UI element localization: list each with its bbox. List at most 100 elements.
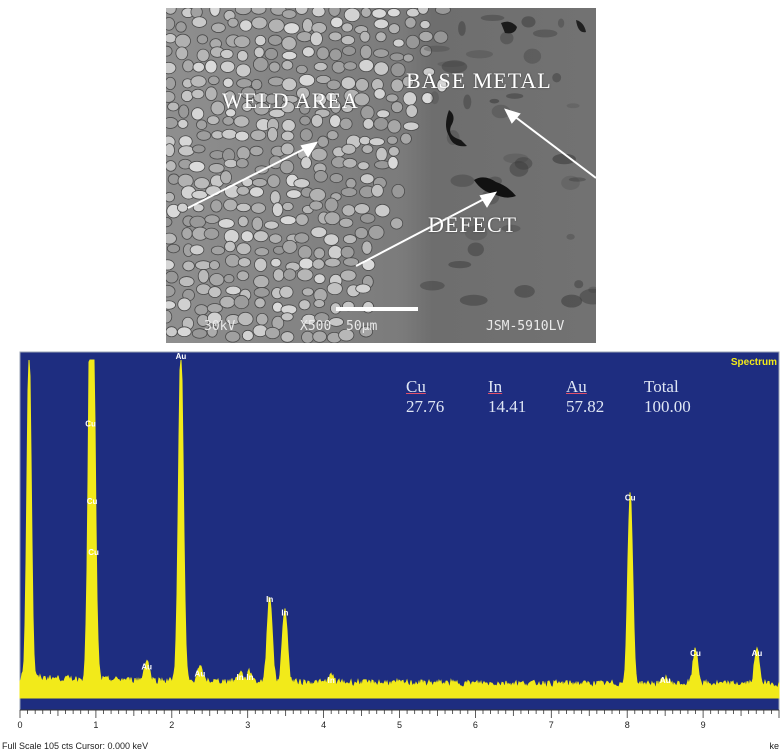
base-metal-spot	[509, 161, 529, 177]
weld-grain	[390, 101, 404, 114]
weld-grain	[267, 76, 285, 87]
weld-grain	[315, 75, 332, 84]
weld-grain	[280, 312, 294, 322]
weld-grain-texture	[166, 8, 451, 343]
weld-grain	[302, 18, 314, 33]
weld-grain	[267, 34, 283, 46]
wt-header: Cu	[406, 377, 426, 396]
weld-grain	[166, 8, 177, 15]
weld-grain	[402, 121, 420, 131]
weld-grain	[178, 276, 195, 288]
weld-grain	[268, 233, 283, 244]
arrow-weld-area-icon	[187, 147, 307, 209]
weld-grain	[236, 270, 250, 282]
x-tick-label: 5	[397, 720, 402, 730]
weld-grain	[270, 257, 282, 268]
weld-grain	[330, 16, 344, 29]
weld-grain	[166, 310, 173, 324]
weld-grain	[189, 244, 205, 256]
weld-grain	[417, 8, 429, 15]
weld-grain	[359, 325, 373, 338]
weld-grain	[392, 38, 405, 48]
weld-grain	[317, 135, 329, 148]
weld-grain	[222, 77, 234, 88]
weld-grain	[281, 119, 296, 133]
weld-grain	[343, 61, 358, 71]
weld-grain	[375, 146, 388, 162]
peak-label: Au	[660, 676, 671, 685]
base-metal-spot	[501, 224, 521, 233]
weld-grain	[181, 89, 194, 102]
weld-grain	[371, 8, 387, 19]
weld-grain	[166, 117, 179, 129]
weld-grain	[166, 259, 175, 271]
sem-mag: X500	[300, 319, 332, 334]
spectrum-trace	[19, 359, 780, 699]
weld-grain	[177, 202, 189, 213]
weld-grain	[208, 260, 220, 271]
weld-grain	[353, 92, 370, 107]
weld-grain	[295, 64, 308, 75]
weld-grain	[166, 243, 181, 254]
base-metal-spot	[458, 21, 466, 36]
plot-area	[19, 351, 780, 711]
weld-grain	[188, 160, 206, 173]
weld-grain	[310, 147, 328, 162]
weld-grain	[387, 119, 402, 134]
x-tick-label: 6	[473, 720, 478, 730]
weld-grain	[166, 45, 173, 57]
base-metal-spot	[561, 294, 583, 308]
weld-grain	[189, 215, 206, 229]
weld-grain	[191, 16, 207, 28]
weld-grain	[313, 299, 326, 308]
weld-grain	[357, 161, 370, 171]
weld-grain	[340, 35, 356, 46]
weld-grain	[220, 60, 236, 73]
weld-grain	[166, 33, 177, 44]
weld-grain	[196, 130, 212, 141]
weld-grain	[280, 142, 295, 156]
peak-label: In	[237, 673, 244, 682]
weld-grain	[329, 114, 342, 128]
weld-grain	[313, 170, 328, 183]
weld-grain	[177, 118, 189, 129]
base-metal-spot	[464, 225, 488, 241]
weld-grain	[324, 211, 341, 226]
weld-grain	[373, 18, 389, 30]
weld-grain	[295, 213, 309, 226]
weld-grain	[264, 220, 279, 230]
weld-grain	[220, 170, 232, 185]
weld-grain	[223, 274, 235, 284]
weld-grain	[268, 108, 286, 119]
weld-grain	[314, 312, 330, 324]
weld-grain	[310, 226, 328, 238]
wt-value: 27.76	[406, 397, 445, 416]
weld-grain	[311, 22, 327, 34]
weld-grain	[297, 245, 313, 260]
weld-grain	[182, 59, 195, 73]
weld-grain	[325, 91, 338, 103]
peak-label: In	[281, 609, 288, 618]
weld-grain	[375, 31, 387, 43]
weld-grain	[341, 204, 356, 217]
weld-grain	[296, 86, 310, 100]
weld-grain	[177, 173, 194, 188]
weld-grain	[222, 116, 235, 126]
weld-grain	[435, 8, 451, 15]
weld-grain	[343, 257, 360, 267]
peak-label: Au	[176, 352, 187, 361]
weld-grain	[323, 233, 340, 246]
base-metal-spot	[568, 177, 586, 182]
weld-grain	[178, 135, 193, 148]
wt-col-in: In 14.41	[488, 377, 526, 417]
base-metal-spot	[491, 104, 511, 119]
base-metal-spot	[423, 45, 450, 52]
weld-grain	[419, 45, 433, 57]
weld-grain	[390, 217, 404, 230]
weld-grain	[177, 297, 192, 312]
weld-grain	[302, 46, 315, 58]
weld-grain	[219, 295, 236, 309]
base-metal-spot	[448, 260, 472, 269]
weld-grain	[390, 78, 404, 93]
weld-grain	[324, 197, 339, 213]
